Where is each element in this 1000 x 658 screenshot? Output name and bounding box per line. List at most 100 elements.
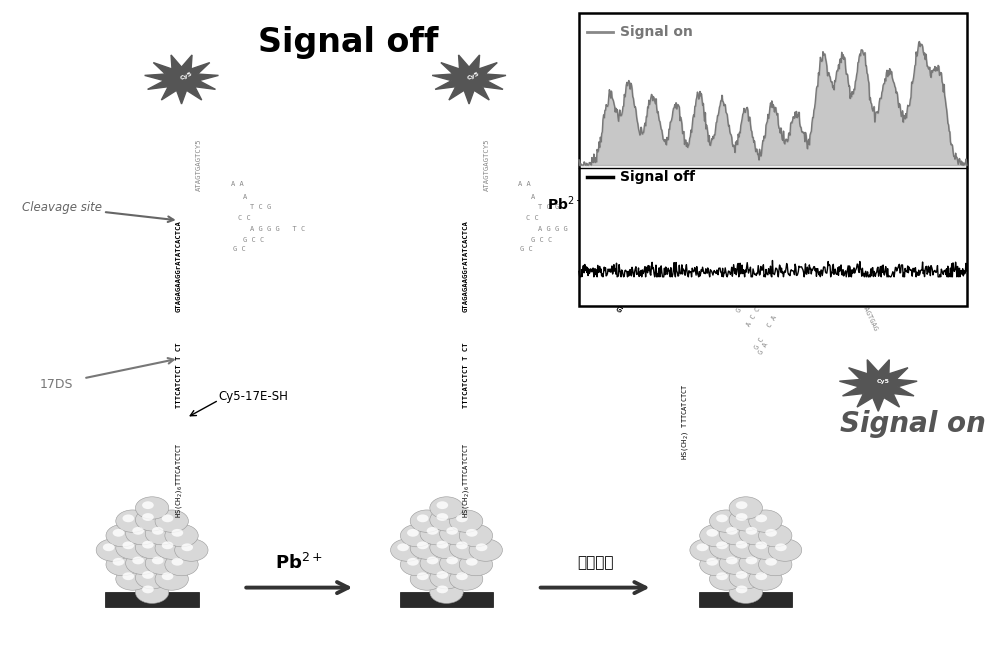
Text: GTAGAGAAGGrATATCACTCA: GTAGAGAAGGrATATCACTCA (176, 220, 182, 313)
Circle shape (746, 557, 757, 565)
Circle shape (122, 542, 134, 549)
Text: Cy5: Cy5 (467, 71, 481, 82)
Circle shape (729, 509, 762, 531)
Circle shape (716, 515, 728, 522)
Text: T  CT: T CT (707, 266, 722, 287)
Circle shape (135, 497, 169, 519)
Text: HS(CH$_2$)$_6$TTTCATCTCT: HS(CH$_2$)$_6$TTTCATCTCT (461, 442, 471, 519)
Text: A: A (243, 194, 248, 201)
Circle shape (135, 509, 169, 531)
Circle shape (430, 567, 463, 589)
Circle shape (736, 541, 747, 549)
Circle shape (736, 586, 747, 594)
Circle shape (122, 572, 134, 580)
Circle shape (103, 544, 115, 551)
Circle shape (459, 524, 493, 547)
Text: Cy5: Cy5 (877, 379, 890, 384)
Text: GTAGAGAAGG: GTAGAGAAGG (616, 272, 644, 313)
Circle shape (162, 542, 173, 549)
Text: Signal off: Signal off (258, 26, 439, 59)
Text: G C C: G C C (243, 236, 265, 243)
Circle shape (122, 515, 134, 522)
Circle shape (420, 552, 453, 574)
Text: TTTCATCTCT T CT: TTTCATCTCT T CT (463, 342, 469, 408)
Circle shape (152, 527, 164, 535)
Circle shape (456, 515, 468, 522)
Circle shape (746, 527, 757, 535)
Circle shape (690, 539, 723, 561)
Text: G C: G C (233, 245, 245, 252)
Text: A: A (531, 194, 535, 201)
Text: rATATCACTCA: rATATCACTCA (823, 241, 855, 285)
Text: HS(CH$_2$)$_6$TTTCATCTCT: HS(CH$_2$)$_6$TTTCATCTCT (174, 442, 184, 519)
Circle shape (768, 539, 802, 561)
Text: A A: A A (518, 181, 531, 188)
Circle shape (765, 529, 777, 537)
Polygon shape (839, 360, 917, 411)
Circle shape (466, 558, 478, 566)
Circle shape (152, 557, 164, 565)
Circle shape (476, 544, 487, 551)
Circle shape (440, 522, 473, 545)
Text: T C G: T C G (538, 204, 559, 211)
Circle shape (142, 513, 154, 521)
Text: G C   C A: G C C A (754, 315, 778, 350)
Text: 催化作用: 催化作用 (577, 555, 613, 570)
Circle shape (716, 572, 728, 580)
Circle shape (172, 529, 183, 537)
Text: ATAGTGAGTCY5: ATAGTGAGTCY5 (484, 138, 490, 191)
Circle shape (135, 536, 169, 559)
Text: A G G G   T C: A G G G T C (250, 226, 305, 232)
Circle shape (145, 522, 179, 545)
Circle shape (697, 544, 708, 551)
FancyBboxPatch shape (400, 592, 493, 607)
Circle shape (436, 513, 448, 521)
Circle shape (709, 537, 743, 559)
Circle shape (729, 497, 762, 519)
Text: TTTCATCTCT T CT: TTTCATCTCT T CT (176, 342, 182, 408)
Circle shape (126, 552, 159, 574)
Circle shape (466, 529, 478, 537)
Circle shape (106, 553, 139, 576)
Circle shape (400, 553, 434, 576)
Circle shape (417, 542, 429, 549)
Text: G C C: G C C (531, 236, 552, 243)
Circle shape (410, 568, 444, 590)
Circle shape (175, 539, 208, 561)
Text: Cy5: Cy5 (180, 71, 193, 82)
Circle shape (135, 567, 169, 589)
Text: Pb$^{2+}$: Pb$^{2+}$ (275, 553, 323, 572)
Circle shape (449, 568, 483, 590)
Circle shape (391, 539, 424, 561)
Circle shape (729, 567, 762, 589)
Text: C C: C C (526, 215, 539, 222)
Text: C C: C C (238, 215, 251, 222)
FancyBboxPatch shape (579, 13, 967, 306)
Circle shape (469, 539, 502, 561)
Circle shape (719, 522, 753, 545)
Circle shape (155, 568, 188, 590)
Text: Signal on: Signal on (620, 24, 693, 39)
Text: HS(CH$_2$) TTTCATCTCT: HS(CH$_2$) TTTCATCTCT (680, 383, 690, 459)
Circle shape (430, 497, 463, 519)
Circle shape (436, 586, 448, 594)
Circle shape (113, 529, 124, 537)
Circle shape (726, 557, 738, 565)
Circle shape (446, 527, 458, 535)
Circle shape (106, 524, 139, 547)
Circle shape (700, 524, 733, 547)
Text: Cleavage site: Cleavage site (22, 201, 102, 214)
Text: 17DS: 17DS (39, 378, 73, 392)
Circle shape (436, 541, 448, 549)
Circle shape (759, 553, 792, 576)
Circle shape (417, 515, 429, 522)
Circle shape (449, 537, 483, 559)
Circle shape (749, 510, 782, 532)
Circle shape (430, 509, 463, 531)
Text: GTAGAGAAGGrATATCACTCA: GTAGAGAAGGrATATCACTCA (463, 220, 469, 313)
Circle shape (765, 558, 777, 566)
Circle shape (165, 553, 198, 576)
Circle shape (132, 557, 144, 565)
Circle shape (162, 515, 173, 522)
Circle shape (729, 581, 762, 603)
